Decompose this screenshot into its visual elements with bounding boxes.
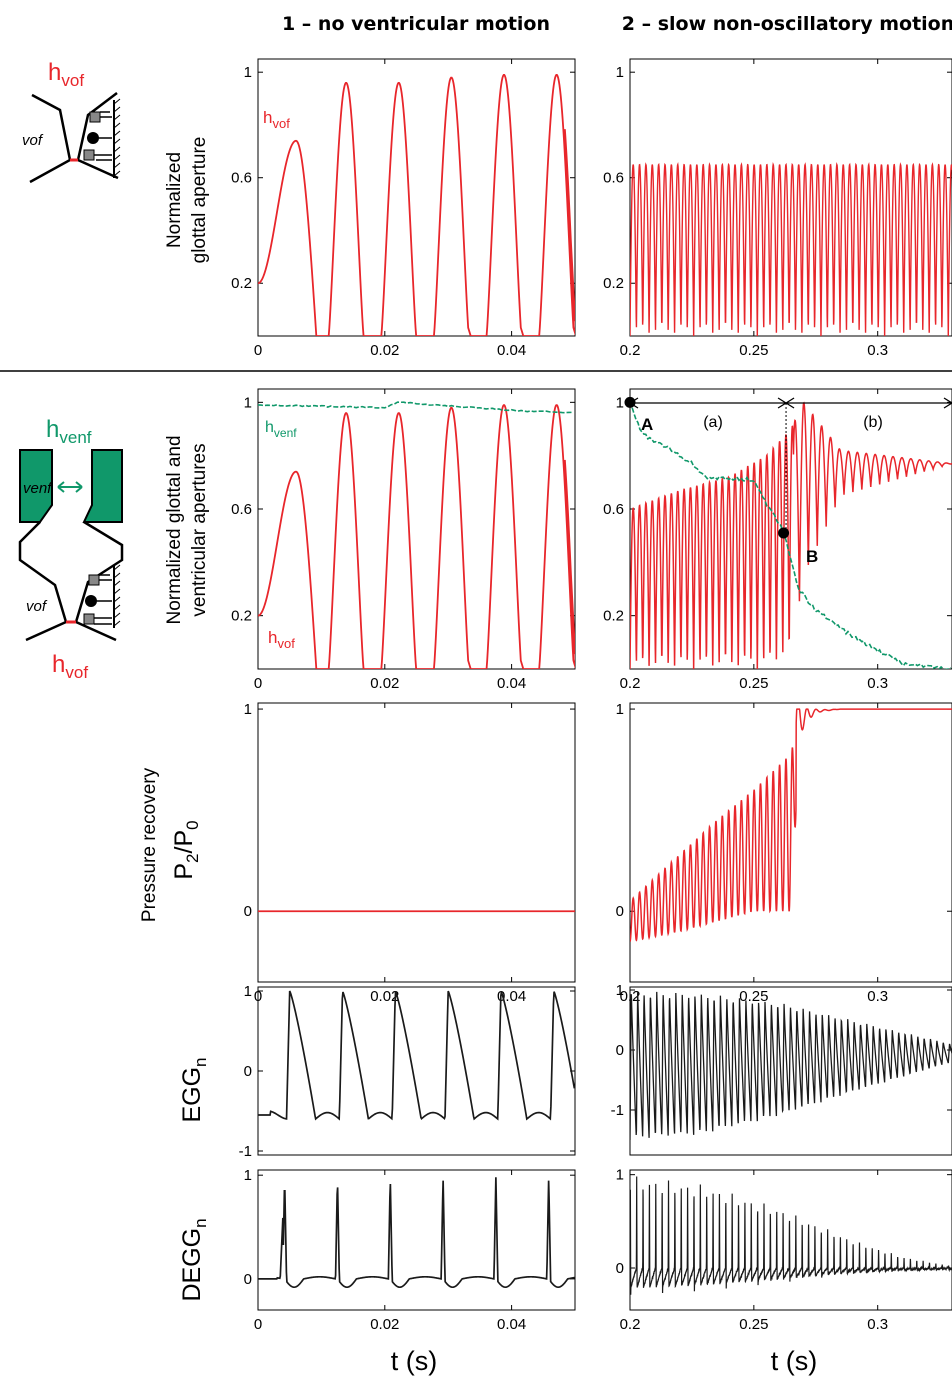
row3-ylabel-small: Pressure recovery [139,767,160,922]
row2-col1-xtick-label: 0.02 [370,675,399,692]
row5-col1-xtick-label: 0 [254,1316,262,1333]
row4-col2-series-egg [630,992,952,1140]
row2-col1-series-hvenf [258,402,572,413]
row2-col1-ytick-label: 0.2 [231,608,252,625]
row1-col1-series-hvof [258,75,576,336]
row2-hvenf-annotation: hvenf [265,419,297,440]
row3-col2-xtick-label: 0.25 [739,988,768,1005]
row2-col2-ytick-label: 0.2 [603,608,624,625]
row4-col2-ytick-label: -1 [611,1102,624,1119]
row4-col1-frame [258,987,575,1155]
row2-col2-xtick-label: 0.2 [620,675,641,692]
row2-hvof-annotation: hvof [268,628,295,651]
point-B-label: B [806,547,818,566]
row2-col1-ytick-label: 1 [244,394,252,411]
row1-col2-xtick-label: 0.2 [620,342,641,359]
schematic-hvenf-label: hvenf [46,416,92,447]
row5-col2-ytick-label: 1 [616,1167,624,1184]
row1-col1-xtick-label: 0.02 [370,342,399,359]
col1-xlabel: t (s) [391,1346,438,1376]
point-A-label: A [641,415,653,434]
row1-col1-xtick-label: 0 [254,342,262,359]
row3-col1-frame [258,703,575,982]
row4-col2-ytick-label: 0 [616,1042,624,1059]
row1-col2-xtick-label: 0.25 [739,342,768,359]
schematic-vocal-folds: hvof vof [22,59,120,182]
row1-col2-ytick-label: 1 [616,64,624,81]
schematic-ventricular-folds: hvenf venf vof hvof [20,416,122,682]
row5-col2-ytick-label: 0 [616,1260,624,1277]
row1-col1-ytick-label: 0.2 [231,275,252,292]
schematic-hvof-label-2: hvof [52,651,88,682]
row2-col1-series-hvof [258,405,576,669]
row2-col1-ytick-label: 0.6 [231,501,252,518]
row1-col1-ytick-label: 1 [244,64,252,81]
row5-ylabel: DEGGn [178,1218,210,1301]
row3-ylabel-main: P2/P0 [170,820,202,879]
row3-col1-ytick-label: 0 [244,903,252,920]
row1-col2-ytick-label: 0.6 [603,170,624,187]
row3-col2-series-p2p0 [630,709,952,942]
row5-col2-xtick-label: 0.3 [867,1316,888,1333]
row5-col1-xtick-label: 0.02 [370,1316,399,1333]
row1-col2-series-hvof [630,165,952,336]
row2-col2-ytick-label: 1 [616,394,624,411]
schematic-vof-label-2: vof [26,598,48,615]
col2-xlabel: t (s) [771,1346,818,1376]
row5-col2-xtick-label: 0.2 [620,1316,641,1333]
row2-col2-point-B [778,528,789,539]
row2-col2-xtick-label: 0.25 [739,675,768,692]
row5-col1-series-degg [258,1177,575,1287]
row5-col2-xtick-label: 0.25 [739,1316,768,1333]
region-a-label: (a) [703,414,723,431]
row2-col2-region-arrow-0 [630,398,786,408]
row1-ylabel-line1: Normalized [164,152,185,248]
column-2-header: 2 – slow non-oscillatory motion [622,13,952,35]
schematic-vof-label: vof [22,132,44,149]
row4-col1-series-egg [258,991,574,1119]
row5-col1-frame [258,1170,575,1310]
row1-col2-ytick-label: 0.2 [603,275,624,292]
row2-ylabel-line2: ventricular apertures [189,443,210,616]
row4-col1-ytick-label: -1 [239,1143,252,1160]
schematic-hvof-label: hvof [48,59,84,90]
row3-col1-ytick-label: 1 [244,701,252,718]
row1-col2-xtick-label: 0.3 [867,342,888,359]
row1-ylabel-line2: glottal aperture [189,137,210,264]
row3-col2-ytick-label: 0 [616,903,624,920]
row5-col2-frame [630,1170,952,1310]
row1-hvof-annotation: hvof [263,108,290,131]
column-1-header: 1 – no ventricular motion [282,13,550,35]
row5-col1-ytick-label: 0 [244,1271,252,1288]
row5-col2-series-degg [630,1177,952,1295]
schematic-venf-label: venf [23,480,53,497]
row2-col2-ytick-label: 0.6 [603,501,624,518]
row1-col1-xtick-label: 0.04 [497,342,526,359]
row3-col2-ytick-label: 1 [616,701,624,718]
row4-col1-ytick-label: 1 [244,983,252,1000]
row3-col2-xtick-label: 0.3 [867,988,888,1005]
chart-panels: 0 0.02 0.040.20.610.2 0.25 0.30.20.610 0.02 0.… [231,59,952,1333]
row4-ylabel: EGGn [178,1057,210,1122]
row4-col2-ytick-label: 1 [616,982,624,999]
row5-col1-xtick-label: 0.04 [497,1316,526,1333]
row2-col1-xtick-label: 0 [254,675,262,692]
row2-col2-xtick-label: 0.3 [867,675,888,692]
row1-col1-ytick-label: 0.6 [231,170,252,187]
row4-col1-ytick-label: 0 [244,1063,252,1080]
row2-col1-xtick-label: 0.04 [497,675,526,692]
row2-col2-region-arrow-1 [786,398,952,408]
row2-col2-series-hvof [630,403,952,669]
region-b-label: (b) [863,414,883,431]
row5-col1-ytick-label: 1 [244,1167,252,1184]
row2-ylabel-line1: Normalized glottal and [164,435,185,624]
